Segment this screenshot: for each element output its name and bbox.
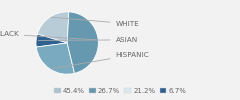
Text: HISPANIC: HISPANIC [52,52,149,69]
Wedge shape [36,43,74,74]
Legend: 45.4%, 26.7%, 21.2%, 6.7%: 45.4%, 26.7%, 21.2%, 6.7% [51,85,189,96]
Text: ASIAN: ASIAN [38,37,138,43]
Text: BLACK: BLACK [0,31,96,40]
Text: WHITE: WHITE [52,17,139,27]
Wedge shape [36,34,67,47]
Wedge shape [67,12,98,73]
Wedge shape [37,12,69,43]
